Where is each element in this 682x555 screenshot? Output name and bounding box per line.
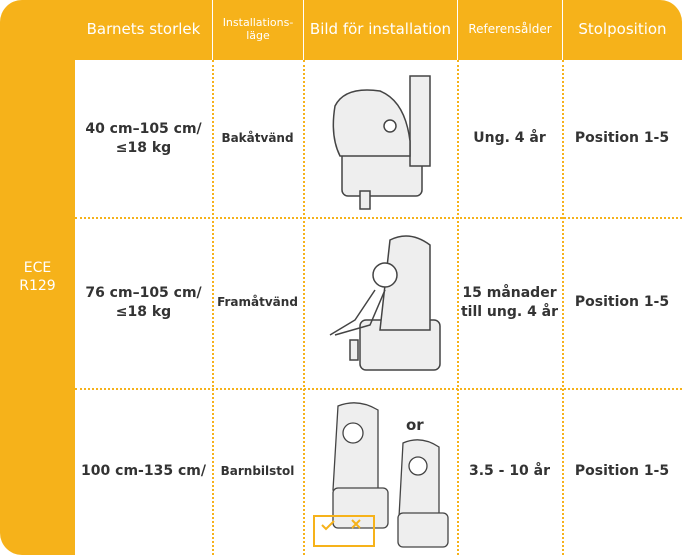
table-cell: 100 cm-135 cm/ bbox=[81, 463, 206, 480]
header-cell: Barnets storlek bbox=[86, 20, 201, 39]
row-divider bbox=[75, 217, 682, 219]
header-cell: Bild för installation bbox=[303, 0, 457, 60]
table-cell: Framåtvänd bbox=[217, 294, 298, 309]
seat-illustration: or bbox=[313, 402, 449, 548]
column-divider bbox=[303, 60, 305, 555]
table-cell: Barnbilstol bbox=[220, 463, 295, 478]
image-note: or bbox=[406, 416, 424, 434]
column-divider bbox=[457, 60, 459, 555]
column-divider bbox=[212, 60, 214, 555]
table-cell: Position 1-5 bbox=[574, 463, 670, 480]
table-cell: Ung. 4 år bbox=[473, 130, 546, 147]
table-cell: 15 månader till ung. 4 år bbox=[460, 285, 559, 320]
table-cell: Position 1-5 bbox=[574, 130, 670, 147]
header-cell: Installations-läge bbox=[212, 0, 303, 60]
table-cell: 3.5 - 10 år bbox=[468, 463, 551, 480]
seat-illustration bbox=[329, 235, 441, 371]
table-cell: Bakåtvänd bbox=[221, 130, 294, 145]
table-cell: 76 cm–105 cm/ ≤18 kg bbox=[85, 285, 202, 320]
side-label: ECE R129 bbox=[0, 0, 75, 555]
header-cell: Stolposition bbox=[562, 0, 682, 60]
header-cell: Referensålder bbox=[457, 0, 562, 60]
header-row: Barnets storlek Installations-läge Bild … bbox=[75, 0, 682, 60]
row-divider bbox=[75, 388, 682, 390]
column-divider bbox=[562, 60, 564, 555]
table-cell: 40 cm–105 cm/ ≤18 kg bbox=[85, 121, 202, 156]
seat-illustration bbox=[332, 75, 431, 210]
table-cell: Position 1-5 bbox=[574, 294, 670, 311]
